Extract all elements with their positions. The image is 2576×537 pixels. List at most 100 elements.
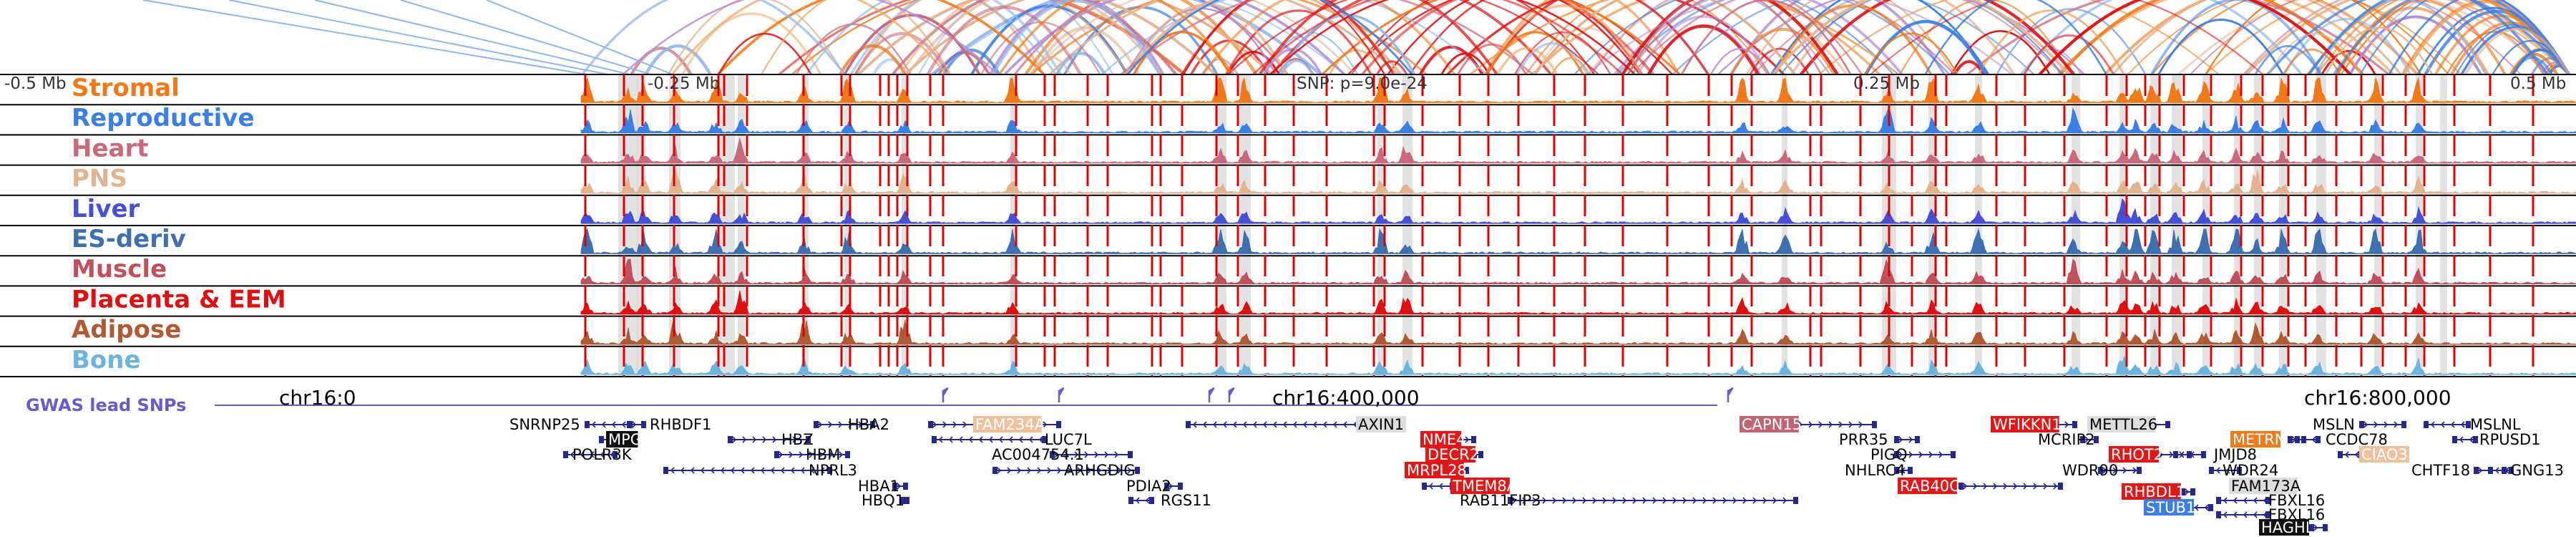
gene-rab11fip3: RAB11FIP3 <box>1460 492 1798 509</box>
interaction-arc <box>486 0 673 75</box>
gene-mslnl: MSLNL <box>2424 416 2521 433</box>
gene-mettl26: METTL26 <box>2087 416 2170 433</box>
interaction-arc <box>1745 0 1956 75</box>
gene-strand-chevron <box>770 467 775 474</box>
gene-strand-chevron <box>2180 451 2185 458</box>
gene-strand-chevron <box>932 421 937 428</box>
gene-strand-chevron <box>820 467 825 474</box>
gene-strand-chevron <box>1107 467 1112 474</box>
gene-strand-chevron <box>1104 451 1109 458</box>
interaction-arc <box>970 4 1129 75</box>
gene-strand-chevron <box>590 451 595 458</box>
interaction-arc <box>2308 0 2549 76</box>
interaction-arc <box>1055 52 1106 76</box>
interaction-arc <box>718 33 812 75</box>
gene-exon <box>1050 451 1055 458</box>
interaction-arc <box>671 0 947 75</box>
interaction-arc <box>1048 0 1399 76</box>
gene-label: PIGQ <box>1870 446 1908 463</box>
gene-strand-chevron <box>740 467 745 474</box>
gwas-snp-tick <box>1058 387 1065 402</box>
interaction-arc <box>1729 28 1835 75</box>
interaction-arc <box>933 0 1346 75</box>
gene-strand-chevron <box>1145 497 1150 504</box>
gene-fbxl16: FBXL16 <box>2216 492 2325 509</box>
gene-strand-chevron <box>1064 451 1069 458</box>
interaction-arc <box>668 0 844 75</box>
gene-strand-chevron <box>1027 467 1032 474</box>
interaction-arc <box>989 0 1165 76</box>
gene-gng13: GNG13 <box>2488 462 2564 479</box>
gene-exon <box>2338 451 2343 458</box>
gene-strand-chevron <box>1908 451 1913 458</box>
gene-label-highlight <box>2144 499 2195 516</box>
gene-strand-chevron <box>1087 467 1092 474</box>
interaction-arc <box>1513 32 1611 75</box>
gene-exon <box>1872 421 1877 428</box>
gene-strand-chevron <box>1047 467 1052 474</box>
gene-strand-chevron <box>2023 483 2028 490</box>
axis-label-mid-right: 0.25 Mb <box>1853 74 1920 93</box>
gene-label-highlight <box>973 416 1042 432</box>
gene-strand-chevron <box>2243 497 2248 504</box>
gene-exon <box>2473 436 2478 443</box>
gene-exon <box>870 421 875 428</box>
gene-exon <box>1149 497 1154 504</box>
gene-strand-chevron <box>1067 467 1072 474</box>
interaction-arc <box>2464 27 2570 75</box>
interaction-arc <box>1977 9 2125 75</box>
gene-strand-chevron <box>2243 511 2248 518</box>
gene-strand-chevron <box>1332 421 1337 428</box>
gene-label: MCRIP2 <box>2038 431 2095 448</box>
gene-label: WDR24 <box>2223 462 2278 479</box>
interaction-arc <box>1771 0 2070 76</box>
gene-strand-chevron <box>800 467 805 474</box>
gene-strand-chevron <box>789 451 794 458</box>
gene-strand-chevron <box>2043 483 2048 490</box>
gene-exon <box>1422 483 1427 490</box>
interaction-arc <box>2245 0 2570 76</box>
track-label: Bone <box>72 346 141 374</box>
gwas-snp-tick <box>1228 387 1235 402</box>
gene-exon <box>563 451 568 458</box>
gene-exon <box>2208 504 2213 511</box>
gene-exon <box>806 436 811 443</box>
interaction-arc <box>1440 52 1491 75</box>
gene-label-highlight <box>1740 416 1799 432</box>
gene-strand-chevron <box>1858 421 1863 428</box>
gene-strand-chevron <box>2084 436 2089 443</box>
gene-strand-chevron <box>2159 451 2164 458</box>
gene-label: WFIKKN1 <box>1993 416 2062 433</box>
gene-exon <box>2265 497 2270 504</box>
gene-polr3k: POLR3K <box>563 446 633 463</box>
gene-strand-chevron <box>838 421 843 428</box>
gene-exon <box>1793 497 1798 504</box>
interaction-arc <box>1484 4 1644 75</box>
gene-strand-chevron <box>762 436 767 443</box>
interaction-arc <box>1024 0 1258 76</box>
gene-strand-chevron <box>2169 451 2174 458</box>
gene-label: AXIN1 <box>1358 416 1404 433</box>
gene-strand-chevron <box>750 467 755 474</box>
gene-strand-chevron <box>1963 483 1968 490</box>
gene-msln: MSLN <box>2313 416 2406 433</box>
gene-strand-chevron <box>1762 497 1767 504</box>
axis-label-left: -0.5 Mb <box>4 74 67 93</box>
gene-strand-chevron <box>570 451 575 458</box>
gene-exon <box>932 436 937 443</box>
gene-strand-chevron <box>1094 451 1099 458</box>
gene-rgs11: RGS11 <box>1128 492 1211 509</box>
gene-strand-chevron <box>1682 497 1687 504</box>
gene-strand-chevron <box>792 436 797 443</box>
gene-strand-chevron <box>1038 436 1043 443</box>
gene-strand-chevron <box>1074 451 1079 458</box>
gene-strand-chevron <box>1928 451 1933 458</box>
gene-strand-chevron <box>601 421 606 428</box>
gene-label: RGS11 <box>1161 492 1211 509</box>
gene-label-highlight <box>2230 431 2281 448</box>
gene-strand-chevron <box>1722 497 1727 504</box>
interaction-arc <box>1680 0 1852 75</box>
interaction-arc <box>2268 33 2362 75</box>
gene-label: FBXL16 <box>2268 492 2325 509</box>
gene-strand-chevron <box>2132 467 2137 474</box>
